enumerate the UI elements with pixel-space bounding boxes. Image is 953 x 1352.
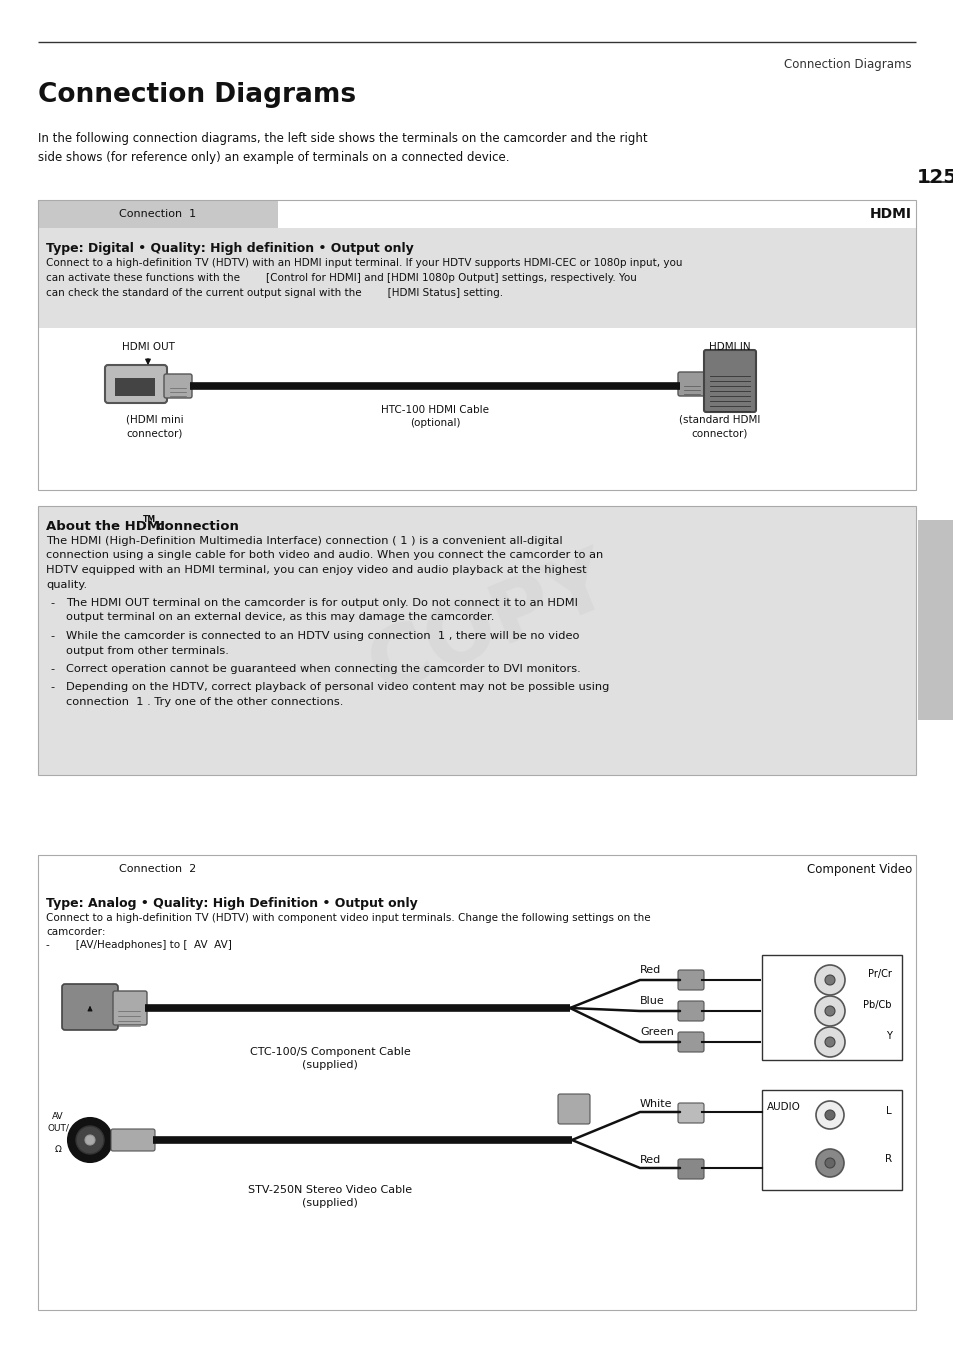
Text: The HDMI (High-Definition Multimedia Interface) connection ( 1 ) is a convenient: The HDMI (High-Definition Multimedia Int…	[46, 535, 562, 546]
Text: R: R	[884, 1155, 891, 1164]
Text: (HDMI mini
connector): (HDMI mini connector)	[126, 415, 184, 438]
Text: L: L	[885, 1106, 891, 1115]
Text: Type: Digital • Quality: High definition • Output only: Type: Digital • Quality: High definition…	[46, 242, 414, 256]
FancyBboxPatch shape	[112, 991, 147, 1025]
Circle shape	[814, 965, 844, 995]
FancyBboxPatch shape	[62, 984, 118, 1030]
Circle shape	[68, 1118, 112, 1161]
FancyBboxPatch shape	[164, 375, 192, 397]
FancyBboxPatch shape	[761, 1090, 901, 1190]
Text: Connection  1: Connection 1	[119, 210, 196, 219]
FancyBboxPatch shape	[917, 521, 953, 721]
Text: Connection Diagrams: Connection Diagrams	[783, 58, 911, 72]
Circle shape	[85, 1134, 95, 1145]
FancyBboxPatch shape	[38, 854, 277, 883]
FancyBboxPatch shape	[678, 1159, 703, 1179]
Text: In the following connection diagrams, the left side shows the terminals on the c: In the following connection diagrams, th…	[38, 132, 647, 164]
Text: can check the standard of the current output signal with the        [HDMI Status: can check the standard of the current ou…	[46, 288, 502, 297]
FancyBboxPatch shape	[678, 1103, 703, 1124]
Circle shape	[76, 1126, 104, 1155]
Text: can activate these functions with the        [Control for HDMI] and [HDMI 1080p : can activate these functions with the [C…	[46, 273, 637, 283]
FancyBboxPatch shape	[38, 883, 915, 973]
Text: Pr/Cr: Pr/Cr	[867, 969, 891, 979]
Text: CTC-100/S Component Cable
(supplied): CTC-100/S Component Cable (supplied)	[250, 1046, 410, 1071]
Text: -        [AV/Headphones] to [  AV  AV]: - [AV/Headphones] to [ AV AV]	[46, 940, 232, 950]
Text: White: White	[639, 1099, 672, 1109]
Circle shape	[824, 1159, 834, 1168]
Text: output terminal on an external device, as this may damage the camcorder.: output terminal on an external device, a…	[66, 612, 494, 622]
Text: -: -	[50, 631, 54, 641]
Text: -: -	[50, 664, 54, 675]
Circle shape	[824, 1006, 834, 1015]
Text: connection using a single cable for both video and audio. When you connect the c: connection using a single cable for both…	[46, 550, 602, 561]
Text: HDTV equipped with an HDMI terminal, you can enjoy video and audio playback at t: HDTV equipped with an HDMI terminal, you…	[46, 565, 586, 575]
Text: -: -	[50, 598, 54, 608]
FancyBboxPatch shape	[703, 350, 755, 412]
FancyBboxPatch shape	[678, 372, 707, 396]
FancyBboxPatch shape	[111, 1129, 154, 1151]
Text: Connect to a high-definition TV (HDTV) with an HDMI input terminal. If your HDTV: Connect to a high-definition TV (HDTV) w…	[46, 258, 681, 268]
Circle shape	[824, 1037, 834, 1046]
Text: HDMI OUT: HDMI OUT	[121, 342, 174, 352]
Text: COPY: COPY	[357, 539, 622, 710]
FancyBboxPatch shape	[38, 200, 277, 228]
Text: About the HDMI: About the HDMI	[46, 521, 165, 533]
Text: STV-250N Stereo Video Cable
(supplied): STV-250N Stereo Video Cable (supplied)	[248, 1184, 412, 1209]
Circle shape	[824, 1110, 834, 1119]
Text: Connect to a high-definition TV (HDTV) with component video input terminals. Cha: Connect to a high-definition TV (HDTV) w…	[46, 913, 650, 923]
Text: Pb/Cb: Pb/Cb	[862, 1000, 891, 1010]
FancyBboxPatch shape	[761, 955, 901, 1060]
Text: HTC-100 HDMI Cable
(optional): HTC-100 HDMI Cable (optional)	[380, 406, 489, 429]
Text: 125: 125	[916, 168, 953, 187]
FancyBboxPatch shape	[38, 506, 915, 775]
FancyBboxPatch shape	[115, 379, 154, 396]
FancyBboxPatch shape	[38, 228, 915, 329]
FancyBboxPatch shape	[678, 969, 703, 990]
Circle shape	[814, 996, 844, 1026]
Text: connection: connection	[152, 521, 238, 533]
Text: Correct operation cannot be guaranteed when connecting the camcorder to DVI moni: Correct operation cannot be guaranteed w…	[66, 664, 580, 675]
Text: Green: Green	[639, 1028, 673, 1037]
Text: Connection  2: Connection 2	[119, 864, 196, 873]
Text: Y: Y	[885, 1032, 891, 1041]
FancyBboxPatch shape	[558, 1094, 589, 1124]
Text: connection  1 . Try one of the other connections.: connection 1 . Try one of the other conn…	[66, 698, 343, 707]
Text: While the camcorder is connected to an HDTV using connection  1 , there will be : While the camcorder is connected to an H…	[66, 631, 578, 641]
Text: Depending on the HDTV, correct playback of personal video content may not be pos: Depending on the HDTV, correct playback …	[66, 683, 609, 692]
Circle shape	[815, 1149, 843, 1178]
FancyBboxPatch shape	[678, 1032, 703, 1052]
Text: Component Video: Component Video	[806, 863, 911, 876]
Text: quality.: quality.	[46, 580, 87, 589]
Text: HDMI: HDMI	[869, 207, 911, 220]
Circle shape	[824, 975, 834, 986]
Text: The HDMI OUT terminal on the camcorder is for output only. Do not connect it to : The HDMI OUT terminal on the camcorder i…	[66, 598, 578, 608]
Text: output from other terminals.: output from other terminals.	[66, 645, 229, 656]
Text: Type: Analog • Quality: High Definition • Output only: Type: Analog • Quality: High Definition …	[46, 896, 417, 910]
Circle shape	[815, 1101, 843, 1129]
FancyBboxPatch shape	[105, 365, 167, 403]
FancyBboxPatch shape	[678, 1000, 703, 1021]
Text: TM: TM	[143, 515, 156, 525]
Text: camcorder:: camcorder:	[46, 927, 106, 937]
Text: AV
OUT/: AV OUT/	[47, 1111, 69, 1132]
Circle shape	[814, 1028, 844, 1057]
Text: -: -	[50, 683, 54, 692]
Text: Red: Red	[639, 965, 660, 975]
Text: Blue: Blue	[639, 996, 664, 1006]
Text: (standard HDMI
connector): (standard HDMI connector)	[679, 415, 760, 438]
Text: Ω: Ω	[54, 1145, 61, 1155]
Text: Red: Red	[639, 1155, 660, 1165]
FancyBboxPatch shape	[38, 854, 915, 1310]
Text: AUDIO: AUDIO	[766, 1102, 800, 1111]
Text: HDMI IN: HDMI IN	[708, 342, 750, 352]
Text: Connection Diagrams: Connection Diagrams	[38, 82, 355, 108]
